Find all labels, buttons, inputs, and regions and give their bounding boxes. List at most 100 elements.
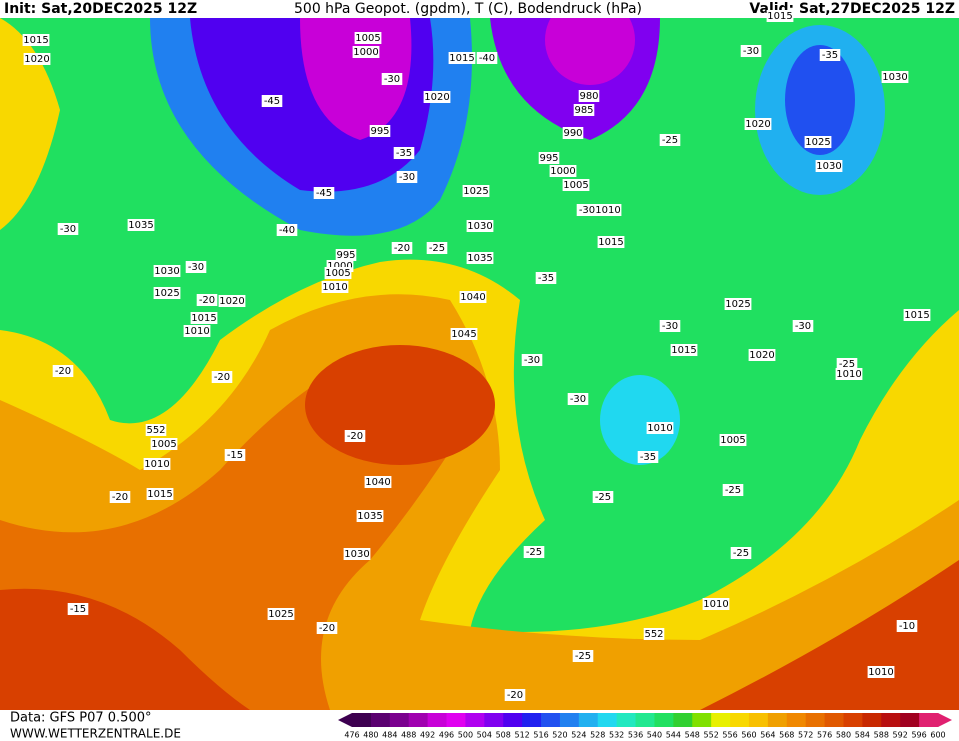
contour-label: 1005: [325, 268, 350, 279]
label-box: [127, 219, 155, 231]
contour-label: 1010: [868, 667, 893, 678]
label-box: [815, 160, 843, 172]
contour-label: -25: [725, 485, 741, 496]
contour-label: 990: [563, 128, 582, 139]
colorbar-swatch: [673, 713, 693, 727]
contour-label: -45: [316, 188, 332, 199]
contour-label: -20: [347, 431, 363, 442]
contour-label: 1000: [550, 166, 575, 177]
colorbar-swatch: [767, 713, 788, 727]
label-box: [391, 242, 413, 254]
contour-label: 985: [574, 105, 593, 116]
label-box: [352, 46, 380, 58]
contour-label: 1025: [463, 186, 488, 197]
label-box: [190, 312, 218, 324]
data-source: Data: GFS P07 0.500°: [10, 711, 152, 726]
label-box: [183, 325, 211, 337]
contour-label: 1020: [745, 119, 770, 130]
contour-label: 1010: [836, 369, 861, 380]
valid-text: Valid: Sat,27DEC2025 12Z: [749, 1, 955, 17]
site-name: WWW.WETTERZENTRALE.DE: [10, 727, 181, 741]
contour-label: 1030: [882, 72, 907, 83]
contour-label: -35: [396, 148, 412, 159]
label-box: [740, 45, 762, 57]
label-box: [316, 622, 338, 634]
contour-label: -25: [526, 547, 542, 558]
contour-label: -35: [640, 452, 656, 463]
colorbar-label: 484: [382, 731, 397, 740]
colorbar-swatch: [578, 713, 599, 727]
contour-label: -45: [264, 96, 280, 107]
contour-label: -15: [70, 604, 86, 615]
contour-label: 1020: [219, 296, 244, 307]
colorbar-label: 580: [836, 731, 851, 740]
label-box: [719, 434, 747, 446]
colorbar-label: 576: [817, 731, 832, 740]
colorbar-label: 600: [930, 731, 945, 740]
label-box: [57, 223, 79, 235]
label-box: [324, 267, 352, 279]
contour-label: 1030: [344, 549, 369, 560]
label-box: [466, 252, 494, 264]
label-box: [109, 491, 131, 503]
label-box: [143, 458, 171, 470]
label-box: [659, 134, 681, 146]
contour-label: -25: [839, 359, 855, 370]
colorbar-swatch: [503, 713, 523, 727]
colorbar-label: 536: [628, 731, 643, 740]
label-box: [592, 491, 614, 503]
colorbar-label: 568: [779, 731, 794, 740]
colorbar-label: 552: [704, 731, 719, 740]
contour-label: -20: [319, 623, 335, 634]
contour-label: -25: [662, 135, 678, 146]
colorbar-label: 588: [874, 731, 889, 740]
label-box: [538, 152, 560, 164]
contour-label: -20: [112, 492, 128, 503]
colorbar-label: 584: [855, 731, 870, 740]
label-box: [903, 309, 931, 321]
label-box: [702, 598, 730, 610]
contour-label: 1005: [720, 435, 745, 446]
colorbar-swatch: [900, 713, 920, 727]
colorbar-label: 520: [552, 731, 567, 740]
label-box: [364, 476, 392, 488]
label-box: [476, 52, 498, 64]
label-box: [354, 32, 382, 44]
contour-label: -15: [227, 450, 243, 461]
contour-label: 995: [336, 250, 355, 261]
label-box: [744, 118, 772, 130]
contour-label: -30: [524, 355, 540, 366]
label-box: [23, 53, 51, 65]
contour-label: 1015: [147, 489, 172, 500]
contour-label: 1015: [904, 310, 929, 321]
colorbar-swatch: [824, 713, 844, 727]
label-box: [393, 147, 415, 159]
colorbar-label: 572: [798, 731, 813, 740]
colorbar-swatch: [427, 713, 448, 727]
contour-label: -10: [899, 621, 915, 632]
colorbar-label: 564: [760, 731, 775, 740]
label-box: [597, 236, 625, 248]
colorbar-label: 500: [458, 731, 473, 740]
contour-label: 1000: [327, 261, 352, 272]
colorbar-label: 508: [496, 731, 511, 740]
label-box: [369, 125, 391, 137]
contour-label: 995: [539, 153, 558, 164]
colorbar-swatch: [862, 713, 882, 727]
contour-label: 1000: [353, 47, 378, 58]
contour-label: -30: [795, 321, 811, 332]
contour-label: 1005: [355, 33, 380, 44]
contour-label: -20: [394, 243, 410, 254]
contour-label: 1030: [816, 161, 841, 172]
label-box: [643, 628, 665, 640]
contour-label: 1025: [154, 288, 179, 299]
label-box: [146, 488, 174, 500]
label-box: [150, 438, 178, 450]
label-box: [67, 603, 89, 615]
contour-label: -20: [55, 366, 71, 377]
label-box: [448, 52, 476, 64]
contour-label: 1015: [23, 35, 48, 46]
label-box: [573, 104, 595, 116]
label-box: [396, 171, 418, 183]
